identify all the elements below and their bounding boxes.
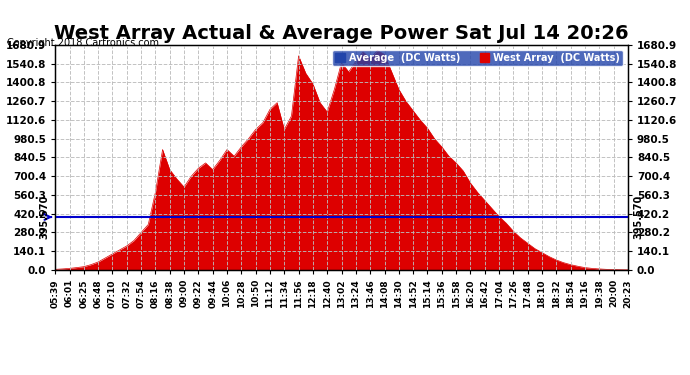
Text: 395.570: 395.570 — [633, 195, 644, 239]
Legend: Average  (DC Watts), West Array  (DC Watts): Average (DC Watts), West Array (DC Watts… — [333, 50, 623, 66]
Title: West Array Actual & Average Power Sat Jul 14 20:26: West Array Actual & Average Power Sat Ju… — [55, 24, 629, 44]
Text: Copyright 2018 Cartronics.com: Copyright 2018 Cartronics.com — [7, 38, 159, 48]
Text: 395.570: 395.570 — [39, 195, 50, 239]
